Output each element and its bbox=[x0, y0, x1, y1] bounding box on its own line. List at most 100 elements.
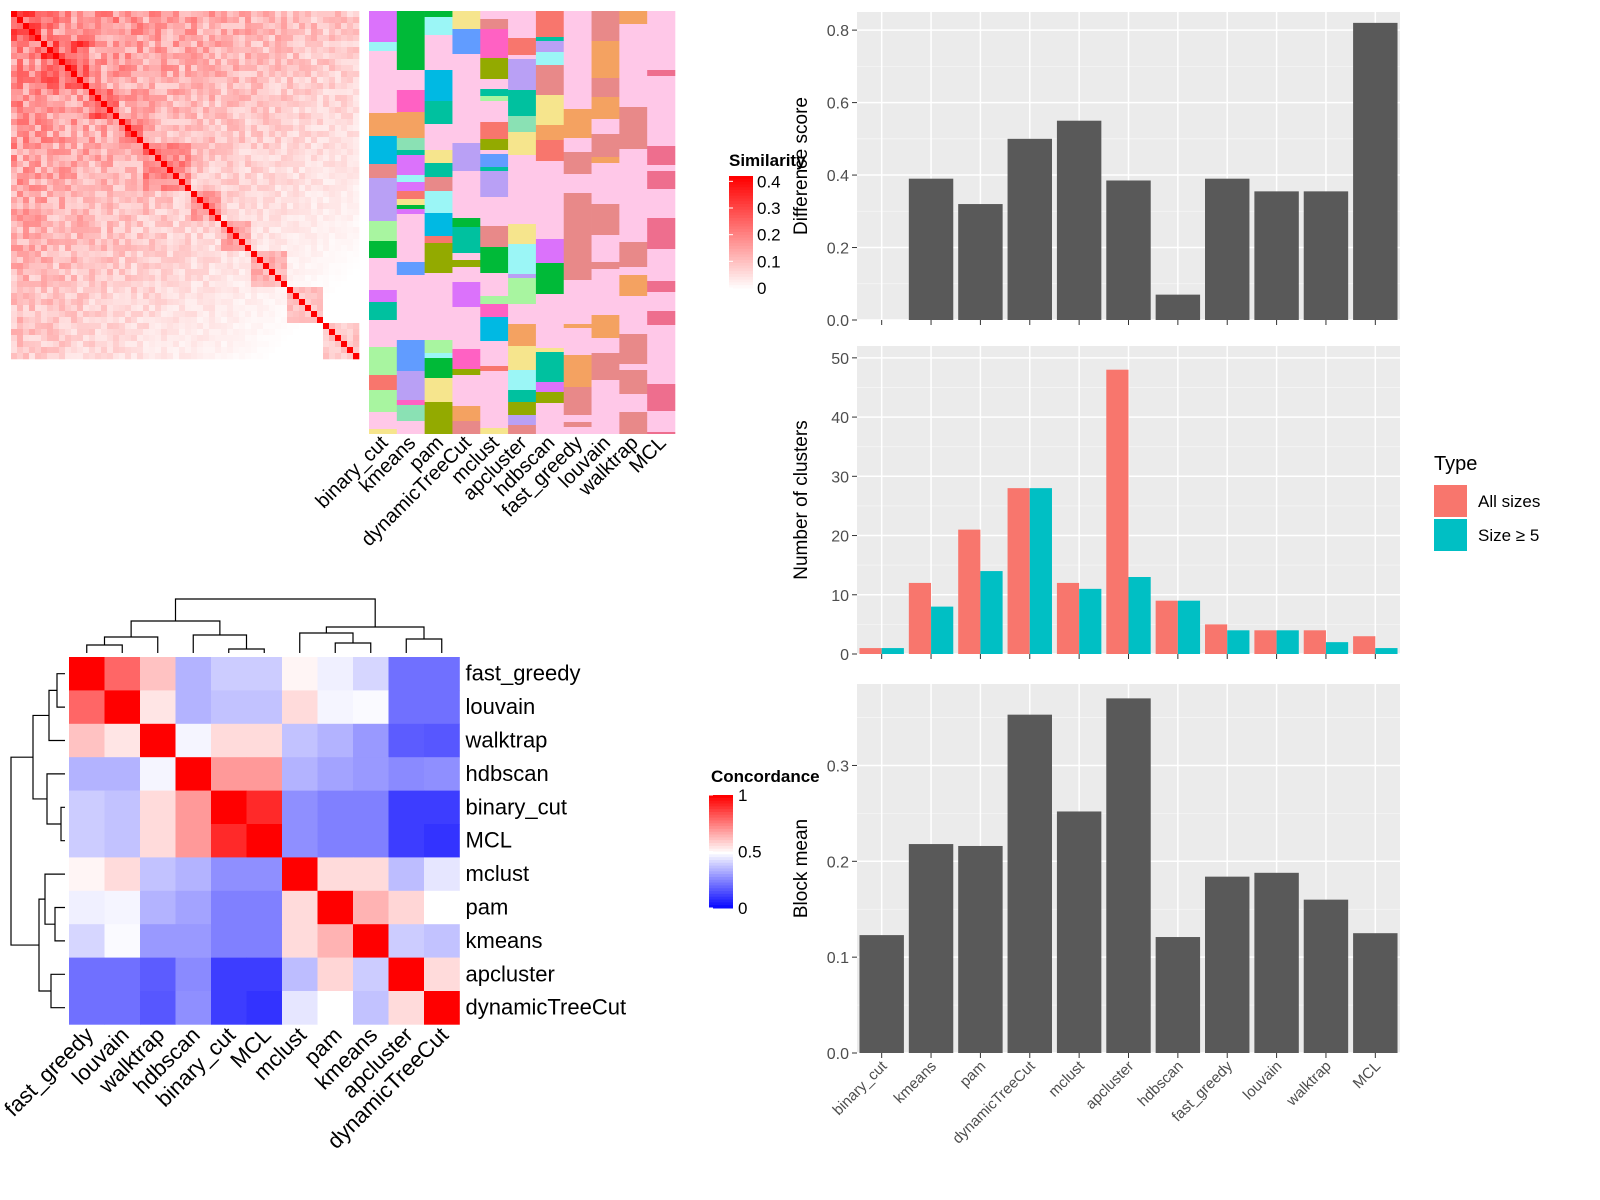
similarity-cell bbox=[53, 353, 60, 360]
similarity-cell bbox=[119, 23, 126, 30]
similarity-cell bbox=[83, 239, 90, 246]
similarity-cell bbox=[335, 149, 342, 156]
similarity-cell bbox=[161, 71, 168, 78]
similarity-cell bbox=[41, 311, 48, 318]
similarity-cell bbox=[245, 287, 252, 294]
similarity-cell bbox=[47, 293, 54, 300]
similarity-cell bbox=[83, 143, 90, 150]
similarity-cell bbox=[335, 251, 342, 258]
similarity-cell bbox=[263, 245, 270, 252]
similarity-cell bbox=[89, 53, 96, 60]
similarity-cell bbox=[203, 101, 210, 108]
annotation-cell bbox=[535, 95, 565, 125]
similarity-cell bbox=[311, 143, 318, 150]
similarity-cell bbox=[335, 71, 342, 78]
similarity-cell bbox=[275, 173, 282, 180]
similarity-cell bbox=[299, 59, 306, 66]
similarity-cell bbox=[311, 77, 318, 84]
similarity-cell bbox=[215, 215, 222, 222]
similarity-cell bbox=[53, 245, 60, 252]
similarity-cell bbox=[131, 197, 138, 204]
similarity-cell bbox=[107, 293, 114, 300]
annotation-cell bbox=[396, 275, 425, 305]
concordance-cell bbox=[282, 890, 318, 925]
similarity-cell bbox=[251, 179, 258, 186]
similarity-cell bbox=[65, 293, 72, 300]
similarity-cell bbox=[77, 65, 84, 72]
similarity-cell bbox=[275, 287, 282, 294]
similarity-cell bbox=[155, 137, 162, 144]
annotation-cell bbox=[396, 400, 425, 405]
y-tick-label: 0.6 bbox=[827, 96, 849, 113]
similarity-cell bbox=[329, 77, 336, 84]
concordance-legend-tick-label: 1 bbox=[738, 786, 747, 805]
similarity-cell bbox=[137, 41, 144, 48]
similarity-cell bbox=[227, 341, 234, 348]
similarity-cell bbox=[59, 227, 66, 234]
similarity-cell bbox=[53, 263, 60, 270]
similarity-cell bbox=[17, 215, 24, 222]
similarity-cell bbox=[53, 155, 60, 162]
similarity-cell bbox=[155, 257, 162, 264]
similarity-cell bbox=[317, 59, 324, 66]
similarity-cell bbox=[173, 35, 180, 42]
similarity-cell bbox=[185, 311, 192, 318]
similarity-cell bbox=[101, 293, 108, 300]
similarity-cell bbox=[335, 341, 342, 348]
similarity-cell bbox=[101, 221, 108, 228]
similarity-cell bbox=[311, 215, 318, 222]
similarity-cell bbox=[317, 281, 324, 288]
similarity-cell bbox=[311, 305, 318, 312]
concordance-cell bbox=[388, 924, 425, 958]
similarity-cell bbox=[143, 125, 150, 132]
similarity-cell bbox=[155, 89, 162, 96]
similarity-cell bbox=[221, 35, 228, 42]
similarity-cell bbox=[83, 323, 90, 330]
similarity-cell bbox=[23, 185, 30, 192]
similarity-cell bbox=[77, 101, 84, 108]
similarity-cell bbox=[77, 179, 84, 186]
similarity-cell bbox=[287, 137, 294, 144]
similarity-cell bbox=[353, 323, 360, 330]
similarity-cell bbox=[155, 125, 162, 132]
similarity-cell bbox=[281, 329, 288, 336]
annotation-cell bbox=[563, 152, 592, 174]
similarity-legend-step bbox=[729, 198, 753, 202]
similarity-legend-step bbox=[729, 276, 753, 281]
similarity-cell bbox=[137, 281, 144, 288]
similarity-cell bbox=[245, 203, 252, 210]
similarity-cell bbox=[317, 269, 324, 276]
similarity-cell bbox=[77, 35, 84, 42]
similarity-cell bbox=[299, 317, 306, 324]
similarity-cell bbox=[113, 155, 120, 162]
similarity-cell bbox=[71, 191, 78, 198]
similarity-cell bbox=[143, 149, 150, 156]
similarity-cell bbox=[221, 101, 228, 108]
annotation-cell bbox=[424, 294, 453, 312]
similarity-cell bbox=[335, 173, 342, 180]
row-dendrogram-branch bbox=[54, 906, 65, 942]
similarity-cell bbox=[245, 119, 252, 126]
similarity-cell bbox=[323, 239, 330, 246]
similarity-cell bbox=[179, 101, 186, 108]
concordance-legend-step bbox=[709, 865, 733, 869]
similarity-cell bbox=[77, 197, 84, 204]
similarity-cell bbox=[323, 65, 330, 72]
similarity-cell bbox=[239, 77, 246, 84]
similarity-cell bbox=[281, 23, 288, 30]
concordance-cell bbox=[69, 857, 105, 892]
similarity-cell bbox=[185, 239, 192, 246]
similarity-cell bbox=[239, 95, 246, 102]
similarity-cell bbox=[29, 89, 36, 96]
similarity-cell bbox=[335, 77, 342, 84]
similarity-cell bbox=[275, 347, 282, 354]
similarity-cell bbox=[293, 131, 300, 138]
similarity-cell bbox=[161, 29, 168, 36]
similarity-cell bbox=[89, 329, 96, 336]
similarity-cell bbox=[173, 209, 180, 216]
similarity-cell bbox=[299, 41, 306, 48]
similarity-cell bbox=[17, 143, 24, 150]
similarity-cell bbox=[173, 281, 180, 288]
similarity-cell bbox=[83, 47, 90, 54]
annotation-cell bbox=[619, 76, 648, 107]
